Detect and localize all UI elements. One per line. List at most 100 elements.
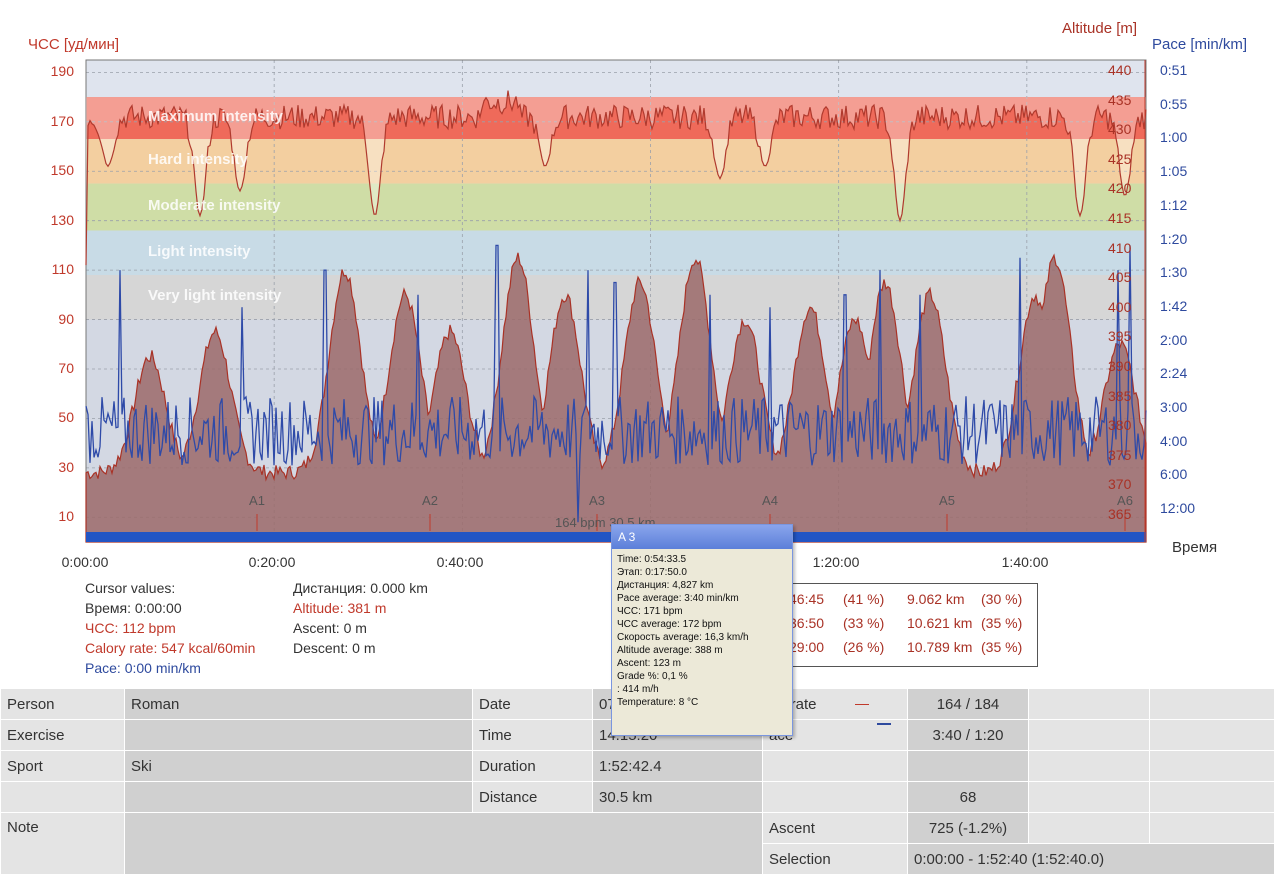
axis-tick-label: 130	[40, 212, 74, 228]
summary-row: 46:45 (41 %) 9.062 km (30 %)	[785, 591, 1037, 611]
lap-tooltip-line: Дистанция: 4,827 km	[612, 579, 792, 592]
axis-tick-label: 380	[1108, 417, 1138, 433]
hr-legend-line	[855, 704, 869, 705]
zone-label: Light intensity	[148, 243, 251, 260]
axis-tick-label: 415	[1108, 210, 1138, 226]
summary-time: 36:50	[789, 615, 824, 631]
empty-cell	[908, 751, 1029, 782]
empty-cell	[1150, 813, 1274, 844]
lap-marker-label[interactable]: A3	[589, 493, 605, 508]
cursor-hr: ЧСС: 112 bpm	[85, 618, 255, 638]
person-label: Person	[1, 689, 125, 720]
empty-cell	[763, 782, 908, 813]
pace-legend-line	[877, 723, 891, 725]
zone-label: Very light intensity	[148, 287, 281, 304]
lap-marker-label[interactable]: A5	[939, 493, 955, 508]
axis-tick-label: 12:00	[1160, 500, 1210, 516]
axis-tick-label: 1:12	[1160, 197, 1210, 213]
summary-distance-pct: (35 %)	[981, 615, 1022, 631]
lap-tooltip-line: Этап: 0:17:50.0	[612, 566, 792, 579]
empty-cell	[763, 751, 908, 782]
ascent-label: Ascent	[763, 813, 908, 844]
lap-tooltip-line: Ascent: 123 m	[612, 657, 792, 670]
lap-tooltip-line: Temperature: 8 °C	[612, 696, 792, 709]
cursor-distance-panel: Дистанция: 0.000 km Altitude: 381 m Asce…	[293, 578, 428, 658]
empty-cell	[1029, 751, 1150, 782]
duration-label: Duration	[473, 751, 593, 782]
empty-cell	[1150, 689, 1274, 720]
exercise-value[interactable]	[125, 720, 473, 751]
note-value[interactable]	[125, 813, 763, 875]
cursor-title: Cursor values:	[85, 578, 255, 598]
axis-tick-label: 430	[1108, 121, 1138, 137]
axis-tick-label: 2:24	[1160, 365, 1210, 381]
axis-tick-label: 385	[1108, 388, 1138, 404]
duration-value: 1:52:42.4	[593, 751, 763, 782]
heart-rate-value: 164 / 184	[908, 689, 1029, 720]
lap-tooltip-line: Скорость average: 16,3 km/h	[612, 631, 792, 644]
cursor-time: Время: 0:00:00	[85, 598, 255, 618]
time-label: Time	[473, 720, 593, 751]
summary-row: 36:50 (33 %) 10.621 km (35 %)	[785, 615, 1037, 635]
axis-tick-label: 170	[40, 113, 74, 129]
lap-tooltip-title[interactable]: A 3	[612, 525, 792, 549]
axis-tick-label: 365	[1108, 506, 1138, 522]
zone-label: Moderate intensity	[148, 197, 281, 214]
axis-tick-label: 150	[40, 162, 74, 178]
empty-cell	[1, 782, 125, 813]
axis-tick-label: 2:00	[1160, 332, 1210, 348]
axis-tick-label: 425	[1108, 151, 1138, 167]
lap-tooltip-line: ЧСС: 171 bpm	[612, 605, 792, 618]
summary-distance-pct: (30 %)	[981, 591, 1022, 607]
distance-value: 30.5 km	[593, 782, 763, 813]
lap-tooltip-line: Pace average: 3:40 min/km	[612, 592, 792, 605]
lap-marker-label[interactable]: A2	[422, 493, 438, 508]
axis-tick-label: 1:00	[1160, 129, 1210, 145]
date-label: Date	[473, 689, 593, 720]
lap-tooltip-line: Altitude average: 388 m	[612, 644, 792, 657]
sport-value[interactable]: Ski	[125, 751, 473, 782]
zone-summary-box: 46:45 (41 %) 9.062 km (30 %) 36:50 (33 %…	[784, 583, 1038, 667]
empty-cell	[1029, 689, 1150, 720]
empty-cell	[125, 782, 473, 813]
lap-tooltip-line: ЧСС average: 172 bpm	[612, 618, 792, 631]
unlabeled-value: 68	[908, 782, 1029, 813]
cursor-pace: Pace: 0:00 min/km	[85, 658, 255, 678]
axis-tick-label: 1:40:00	[1002, 554, 1049, 570]
axis-tick-label: 1:42	[1160, 298, 1210, 314]
axis-tick-label: 90	[40, 311, 74, 327]
distance-label: Distance	[473, 782, 593, 813]
axis-tick-label: 0:40:00	[437, 554, 484, 570]
empty-cell	[1029, 813, 1150, 844]
axis-tick-label: 70	[40, 360, 74, 376]
axis-tick-label: 0:00:00	[62, 554, 109, 570]
axis-tick-label: 420	[1108, 180, 1138, 196]
lap-tooltip-line: Grade %: 0,1 %	[612, 670, 792, 683]
axis-tick-label: 4:00	[1160, 433, 1210, 449]
note-label: Note	[1, 813, 125, 875]
axis-tick-label: 110	[40, 261, 74, 277]
axis-tick-label: 410	[1108, 240, 1138, 256]
cursor-ascent: Ascent: 0 m	[293, 618, 428, 638]
axis-tick-label: 1:30	[1160, 264, 1210, 280]
axis-tick-label: 3:00	[1160, 399, 1210, 415]
person-value[interactable]: Roman	[125, 689, 473, 720]
sport-label: Sport	[1, 751, 125, 782]
exercise-label: Exercise	[1, 720, 125, 751]
summary-time: 46:45	[789, 591, 824, 607]
axis-tick-label: 0:51	[1160, 62, 1210, 78]
axis-tick-label: 370	[1108, 476, 1138, 492]
lap-tooltip-line: Time: 0:54:33.5	[612, 553, 792, 566]
lap-marker-label[interactable]: A4	[762, 493, 778, 508]
empty-cell	[1029, 720, 1150, 751]
axis-tick-label: 405	[1108, 269, 1138, 285]
lap-marker-label[interactable]: A1	[249, 493, 265, 508]
axis-tick-label: 395	[1108, 328, 1138, 344]
selection-label: Selection	[763, 844, 908, 875]
axis-tick-label: 390	[1108, 358, 1138, 374]
cursor-distance: Дистанция: 0.000 km	[293, 578, 428, 598]
axis-tick-label: 440	[1108, 62, 1138, 78]
zone-label: Maximum intensity	[148, 108, 283, 125]
